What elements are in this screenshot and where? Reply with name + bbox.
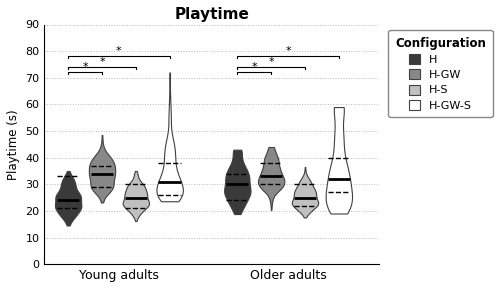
Text: *: *	[286, 46, 291, 56]
Text: *: *	[82, 62, 88, 72]
Text: *: *	[116, 46, 121, 56]
Y-axis label: Playtime (s): Playtime (s)	[7, 109, 20, 180]
Title: Playtime: Playtime	[174, 7, 250, 22]
Text: *: *	[252, 62, 257, 72]
Legend: H, H-GW, H-S, H-GW-S: H, H-GW, H-S, H-GW-S	[388, 30, 492, 117]
Text: *: *	[268, 57, 274, 66]
Text: *: *	[99, 57, 105, 66]
